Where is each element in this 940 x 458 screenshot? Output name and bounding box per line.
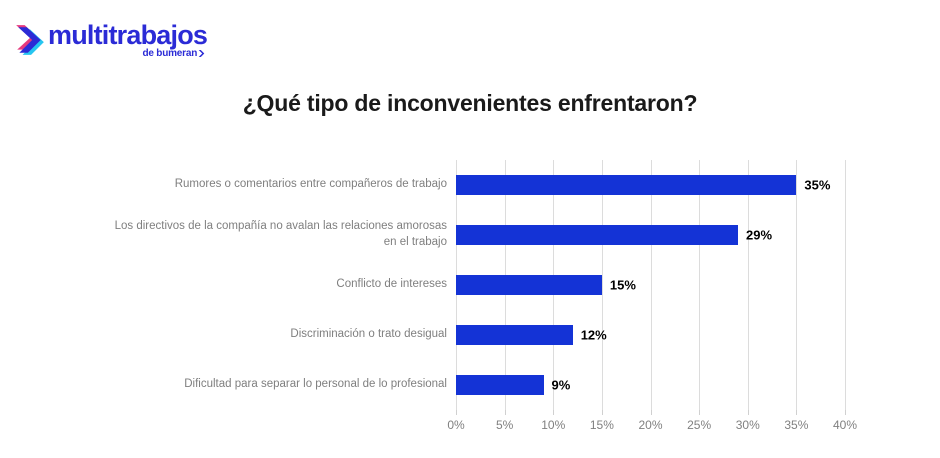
x-tick-label: 5% <box>495 418 514 432</box>
axis-tick <box>504 410 506 415</box>
axis-tick <box>699 410 701 415</box>
x-axis: 0% 5% 10% 15% 20% 25% 30% 35% 40% <box>447 418 857 438</box>
x-tick-label: 40% <box>832 418 858 432</box>
chart-rows: Rumores o comentarios entre compañeros d… <box>100 160 845 410</box>
multitrabajos-chevron-icon <box>16 25 44 55</box>
category-label: Dificultad para separar lo personal de l… <box>184 378 447 391</box>
axis-tick <box>650 410 652 415</box>
category-label: Conflicto de intereses <box>336 278 447 291</box>
gridline <box>650 160 652 410</box>
category-label: Rumores o comentarios entre compañeros d… <box>174 178 447 191</box>
logo-sub-label: de bumeran <box>142 48 198 59</box>
x-tick-label: 35% <box>784 418 809 432</box>
chart-row: Discriminación o trato desigual 12% <box>100 310 845 360</box>
bumeran-arrow-icon <box>198 50 205 57</box>
axis-tick <box>601 410 603 415</box>
bar <box>456 175 797 195</box>
chart-row: Conflicto de intereses 15% <box>100 260 845 310</box>
category-label: Los directivos de la compañía no avalan … <box>114 220 447 248</box>
bar-track: 35% <box>456 160 845 210</box>
category-label: Discriminación o trato desigual <box>290 328 447 341</box>
x-tick-label: 0% <box>447 418 465 432</box>
x-tick-label: 30% <box>735 418 760 432</box>
axis-tick <box>553 410 555 415</box>
gridline <box>601 160 603 410</box>
axis-tick <box>747 410 749 415</box>
logo-sub-text: de bumeran <box>142 48 205 59</box>
gridline <box>845 160 846 410</box>
bar <box>456 325 573 345</box>
chart-row: Rumores o comentarios entre compañeros d… <box>100 160 845 210</box>
axis-tick <box>845 410 846 415</box>
bar-track: 15% <box>456 260 845 310</box>
bar <box>456 275 602 295</box>
gridline <box>796 160 798 410</box>
x-tick-label: 15% <box>589 418 614 432</box>
chart-title: ¿Qué tipo de inconvenientes enfrentaron? <box>242 90 698 116</box>
logo-brand-text: multitrabajos <box>48 20 208 50</box>
bar-value-label: 35% <box>804 177 831 193</box>
x-tick-label: 25% <box>687 418 712 432</box>
bar-track: 29% <box>456 210 845 260</box>
gridline <box>747 160 749 410</box>
x-tick-label: 20% <box>638 418 663 432</box>
bar-chart: Rumores o comentarios entre compañeros d… <box>100 160 857 450</box>
axis-tick <box>456 410 457 415</box>
bar <box>456 375 544 395</box>
chart-row: Dificultad para separar lo personal de l… <box>100 360 845 410</box>
chart-row: Los directivos de la compañía no avalan … <box>100 210 845 260</box>
bar-track: 9% <box>456 360 845 410</box>
logo: multitrabajos de bumeran <box>14 20 208 59</box>
bar-value-label: 15% <box>609 277 636 293</box>
bar-value-label: 12% <box>580 327 607 343</box>
bar-value-label: 9% <box>551 377 571 393</box>
bar-value-label: 29% <box>746 227 773 243</box>
axis-tick <box>796 410 798 415</box>
bar-track: 12% <box>456 310 845 360</box>
bar <box>456 225 739 245</box>
x-tick-label: 10% <box>541 418 566 432</box>
gridline <box>699 160 701 410</box>
